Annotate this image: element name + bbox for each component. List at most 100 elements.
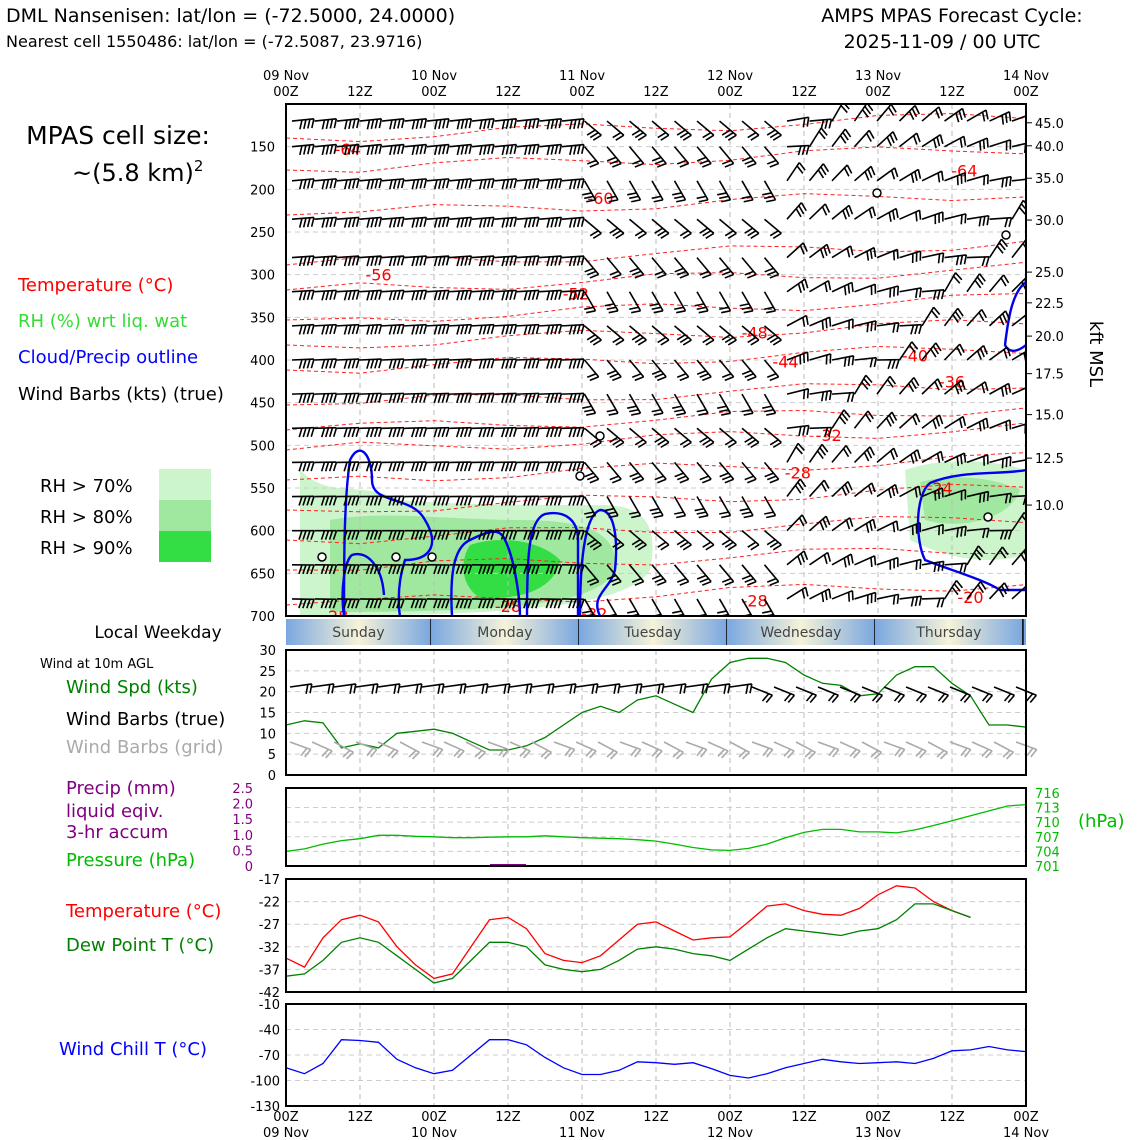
barb-staff [989,175,1012,182]
barb-flag [891,411,898,421]
barb-flag [721,577,732,583]
barb-flag [873,555,877,566]
wind-barb [649,496,664,519]
wind-barb [809,280,832,293]
barb-flag [377,461,383,472]
barb-flag [817,169,825,179]
barb-staff [539,289,562,293]
barb-staff [561,216,584,220]
barb-flag [631,199,641,203]
barb-flag [869,446,876,456]
barb-flag [411,393,416,404]
barb-staff [763,180,777,201]
y-tick-label-precip: 2.5 [232,782,253,797]
barb-flag [568,530,573,540]
barb-staff [651,120,670,136]
barb-flag [651,511,662,515]
wind-barb [673,325,692,346]
wind-barb [876,131,898,148]
barb-flag [961,108,966,118]
barb-staff [399,741,420,754]
barb-staff [696,461,712,480]
barb-flag [375,683,379,694]
barb-staff [628,359,645,378]
wind-barb [921,106,944,122]
barb-flag [411,290,416,301]
barb-flag [631,577,642,583]
barb-flag [981,256,986,267]
rh-shade [920,477,1020,524]
barb-staff [336,392,360,395]
barb-staff [449,289,472,293]
barb-flag [576,358,581,369]
barb-flag [527,427,532,438]
barb-flag [674,267,684,273]
barb-staff [763,325,782,341]
barb-flag [1005,751,1014,760]
barb-flag [890,450,896,460]
barb-flag [651,156,662,162]
barb-flag [486,393,491,403]
wind-barb [314,255,338,267]
barb-flag [513,324,518,335]
wind-barb [966,417,989,432]
barb-staff [606,427,625,444]
barb-staff [421,741,443,751]
wind-barb [762,393,777,416]
barb-flag [411,119,416,130]
barb-flag [651,408,662,413]
barb-flag [482,598,487,609]
barb-staff [404,178,427,182]
wind-barb [449,564,473,575]
barb-flag [940,451,944,461]
barb-staff [718,461,735,480]
barb-flag [433,359,438,369]
barb-flag [388,427,393,438]
barb-flag [802,317,806,327]
barb-flag [847,592,851,602]
barb-flag [535,217,540,227]
barb-flag [392,598,397,609]
barb-flag [332,496,338,506]
barb-staff [583,564,600,583]
barb-flag [531,564,536,575]
barb-flag [827,693,836,702]
wind-barb-true [421,683,445,694]
barb-flag [914,487,918,498]
barb-flag [298,564,303,575]
barb-flag [1007,694,1016,703]
barb-staff [831,355,854,361]
barb-flag [302,217,307,228]
barb-staff [509,741,531,752]
barb-flag [422,599,428,609]
wind-barb [336,143,360,156]
barb-flag [963,563,968,573]
wind-barb [494,255,518,267]
barb-flag [572,496,577,506]
barb-flag [1003,693,1012,702]
barb-flag [523,290,528,301]
barb-flag [959,563,964,573]
nearest-cell: Nearest cell 1550486: lat/lon = (-72.508… [6,32,422,51]
barb-flag [523,530,528,540]
barb-flag [586,373,597,379]
barb-flag [682,339,692,346]
barb-flag [410,598,416,609]
barb-flag [964,213,967,224]
barb-flag [401,118,405,129]
barb-flag [606,511,617,515]
barb-flag [676,334,686,341]
barb-flag [979,347,985,358]
wind-barb [628,427,647,449]
cloud-outline [450,530,522,616]
barb-flag [676,310,686,314]
wind-barb [988,546,1009,566]
wind-barb [471,564,495,575]
barb-flag [586,310,596,314]
barb-flag [333,358,338,369]
barb-flag [310,461,315,472]
legend-windchill: Wind Chill T (°C) [59,1039,207,1060]
barb-flag [468,358,473,369]
barb-staff [854,482,873,498]
barb-flag [930,348,937,358]
